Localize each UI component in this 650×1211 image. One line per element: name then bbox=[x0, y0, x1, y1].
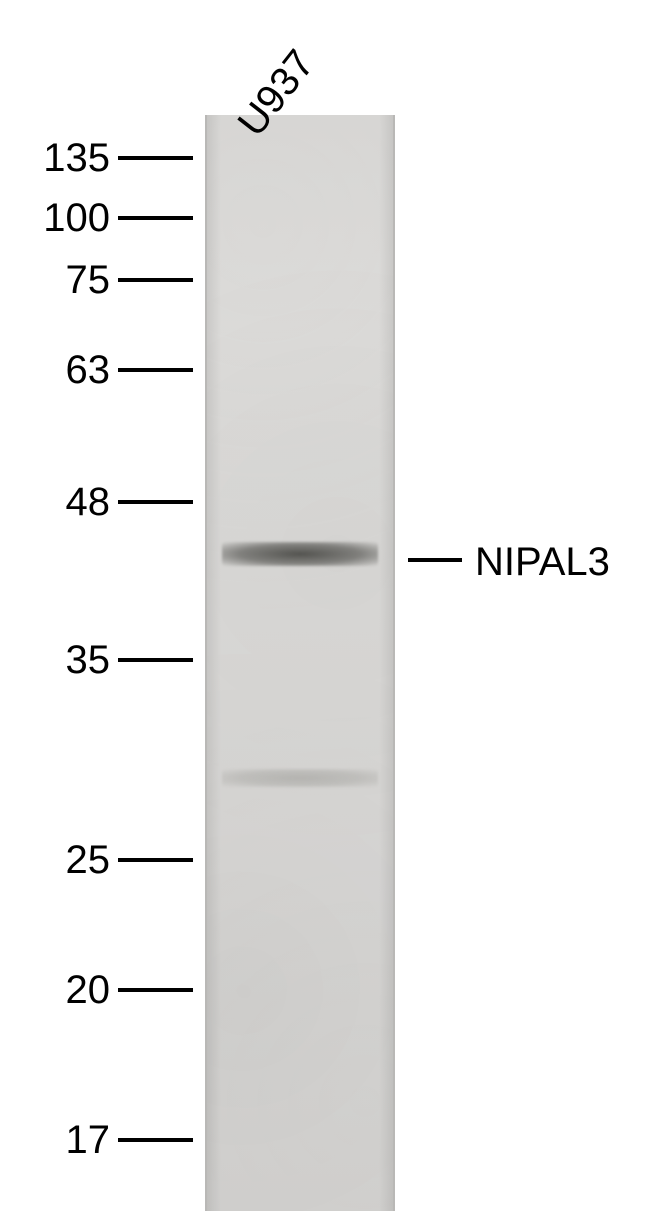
mw-label-35: 35 bbox=[20, 638, 110, 683]
mw-label-75: 75 bbox=[20, 258, 110, 303]
mw-tick-17 bbox=[118, 1138, 193, 1142]
mw-label-63: 63 bbox=[20, 348, 110, 393]
mw-tick-75 bbox=[118, 278, 193, 282]
mw-label-25: 25 bbox=[20, 838, 110, 883]
target-label: NIPAL3 bbox=[475, 540, 610, 585]
mw-tick-48 bbox=[118, 500, 193, 504]
mw-tick-25 bbox=[118, 858, 193, 862]
mw-tick-135 bbox=[118, 156, 193, 160]
mw-label-135: 135 bbox=[20, 136, 110, 181]
target-tick bbox=[408, 558, 462, 562]
mw-tick-100 bbox=[118, 216, 193, 220]
band-faint-lower bbox=[222, 769, 378, 787]
lane-noise-overlay bbox=[207, 115, 393, 1211]
mw-tick-20 bbox=[118, 988, 193, 992]
mw-tick-63 bbox=[118, 368, 193, 372]
lane-strip bbox=[205, 115, 395, 1211]
mw-label-17: 17 bbox=[20, 1118, 110, 1163]
mw-label-20: 20 bbox=[20, 968, 110, 1013]
western-blot-figure: U937 13510075634835252017 NIPAL3 bbox=[0, 0, 650, 1211]
band-primary-NIPAL3 bbox=[222, 542, 378, 566]
mw-tick-35 bbox=[118, 658, 193, 662]
mw-label-100: 100 bbox=[20, 196, 110, 241]
mw-label-48: 48 bbox=[20, 480, 110, 525]
